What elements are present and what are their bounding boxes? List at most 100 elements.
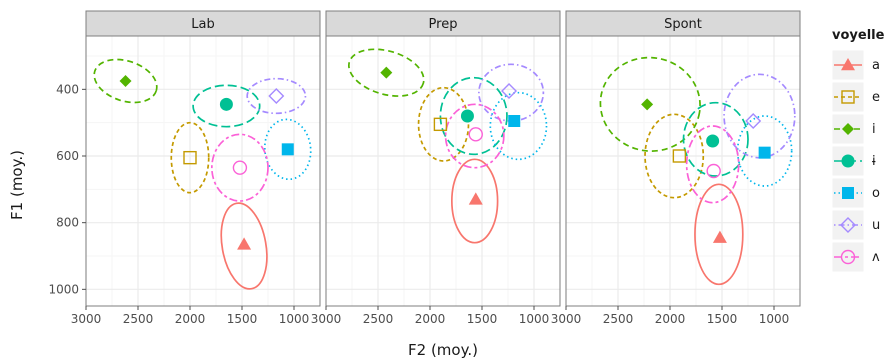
y-tick-label: 600 [56,149,79,163]
point-u [501,83,518,99]
point-e [672,149,687,163]
strip-lab [85,10,321,37]
point-i [119,75,132,87]
x-tick-label: 2500 [363,312,394,326]
ellipse-o [263,118,312,181]
ellipse-i [599,56,701,152]
ellipse-ʌ [444,103,505,169]
panel-background [566,36,800,306]
x-axis-title: F2 (moy.) [408,341,478,359]
point-ʌ [232,160,248,175]
x-tick-label: 1500 [707,312,738,326]
panel-border [325,35,561,307]
ellipse-a [450,158,499,244]
x-tick-label: 1000 [759,312,790,326]
ellipse-e [417,86,470,162]
x-tick-label: 3000 [311,312,342,326]
ellipse-a [220,202,268,290]
point-a [712,230,727,243]
strip-spont [565,10,801,37]
point-a [237,237,252,250]
legend-label: ʌ [872,250,880,265]
legend-key-marker [842,123,854,135]
legend-label: ɨ [872,154,876,169]
x-tick-label: 2500 [603,312,634,326]
point-o [758,146,771,159]
legend-item-ʌ: ʌ [831,241,880,273]
legend-item-u: u [831,209,880,241]
x-tick-label: 1500 [467,312,498,326]
strip-label: Spont [664,17,702,32]
point-o [508,115,521,127]
ellipse-ʌ [210,133,269,202]
point-ʌ [706,163,721,179]
legend-item-i: i [831,113,876,145]
strip-label: Lab [191,17,214,32]
ellipse-e [170,121,210,194]
ellipse-o [736,115,793,187]
ellipse-e [644,113,705,199]
point-u [268,88,285,104]
point-a [468,192,483,205]
legend-label: a [872,58,880,73]
panel-border [565,35,801,307]
y-axis-title: F1 (moy.) [8,150,26,220]
y-tick-label: 400 [56,82,79,96]
strip-prep [325,10,561,37]
panel-spont: Spont 3000 2500 2000 1500 1000 [551,10,801,326]
panel-background [86,36,320,306]
legend-key-marker [842,187,854,199]
point-ɨ [706,134,720,148]
legend-label: i [872,122,876,137]
x-tick-label: 2000 [415,312,446,326]
legend-title: voyelle [832,28,885,43]
ellipse-i [348,48,425,97]
point-u [745,113,762,129]
y-tick-label: 1000 [48,282,79,296]
x-tick-label: 1000 [519,312,550,326]
ellipse-o [489,91,548,161]
point-ʌ [468,127,483,142]
ellipse-ɨ [439,76,508,156]
point-i [380,66,393,79]
legend-item-a: a [831,49,880,81]
x-tick-label: 2000 [655,312,686,326]
panel-prep: Prep 3000 2500 2000 1500 1000 [311,10,561,326]
strip-label: Prep [429,17,458,32]
ellipse-u [246,77,307,115]
x-tick-label: 3000 [71,312,102,326]
ellipse-ʌ [685,125,740,204]
ellipse-ɨ [682,101,749,177]
ellipse-ɨ [192,84,261,128]
point-ɨ [219,97,233,111]
legend-item-o: o [831,177,880,209]
legend-label: o [872,186,880,201]
legend-key-marker [841,58,855,71]
point-i [641,98,654,111]
point-e [433,117,448,132]
x-tick-label: 2500 [123,312,154,326]
ellipse-a [694,183,744,286]
legend-item-e: e [831,81,880,113]
panel-border [85,35,321,307]
x-tick-label: 1500 [227,312,258,326]
x-tick-label: 1000 [279,312,310,326]
y-tick-label: 800 [56,216,79,230]
panel-lab: Lab 3000 2500 2000 1500 1000 400 600 800 1000 [48,10,321,326]
panel-background [326,36,560,306]
x-tick-label: 3000 [551,312,582,326]
ellipse-i [93,58,158,104]
legend-key-marker [841,90,855,104]
point-o [281,143,294,156]
legend-label: e [872,90,880,105]
point-ɨ [460,109,474,123]
x-tick-label: 2000 [175,312,206,326]
legend-key-marker [841,154,855,168]
legend: voyelle a e i ɨ o u ʌ [831,28,885,273]
point-e [183,150,197,165]
legend-key-marker [840,249,856,265]
legend-key-marker [840,217,856,233]
legend-item-ɨ: ɨ [831,145,876,177]
